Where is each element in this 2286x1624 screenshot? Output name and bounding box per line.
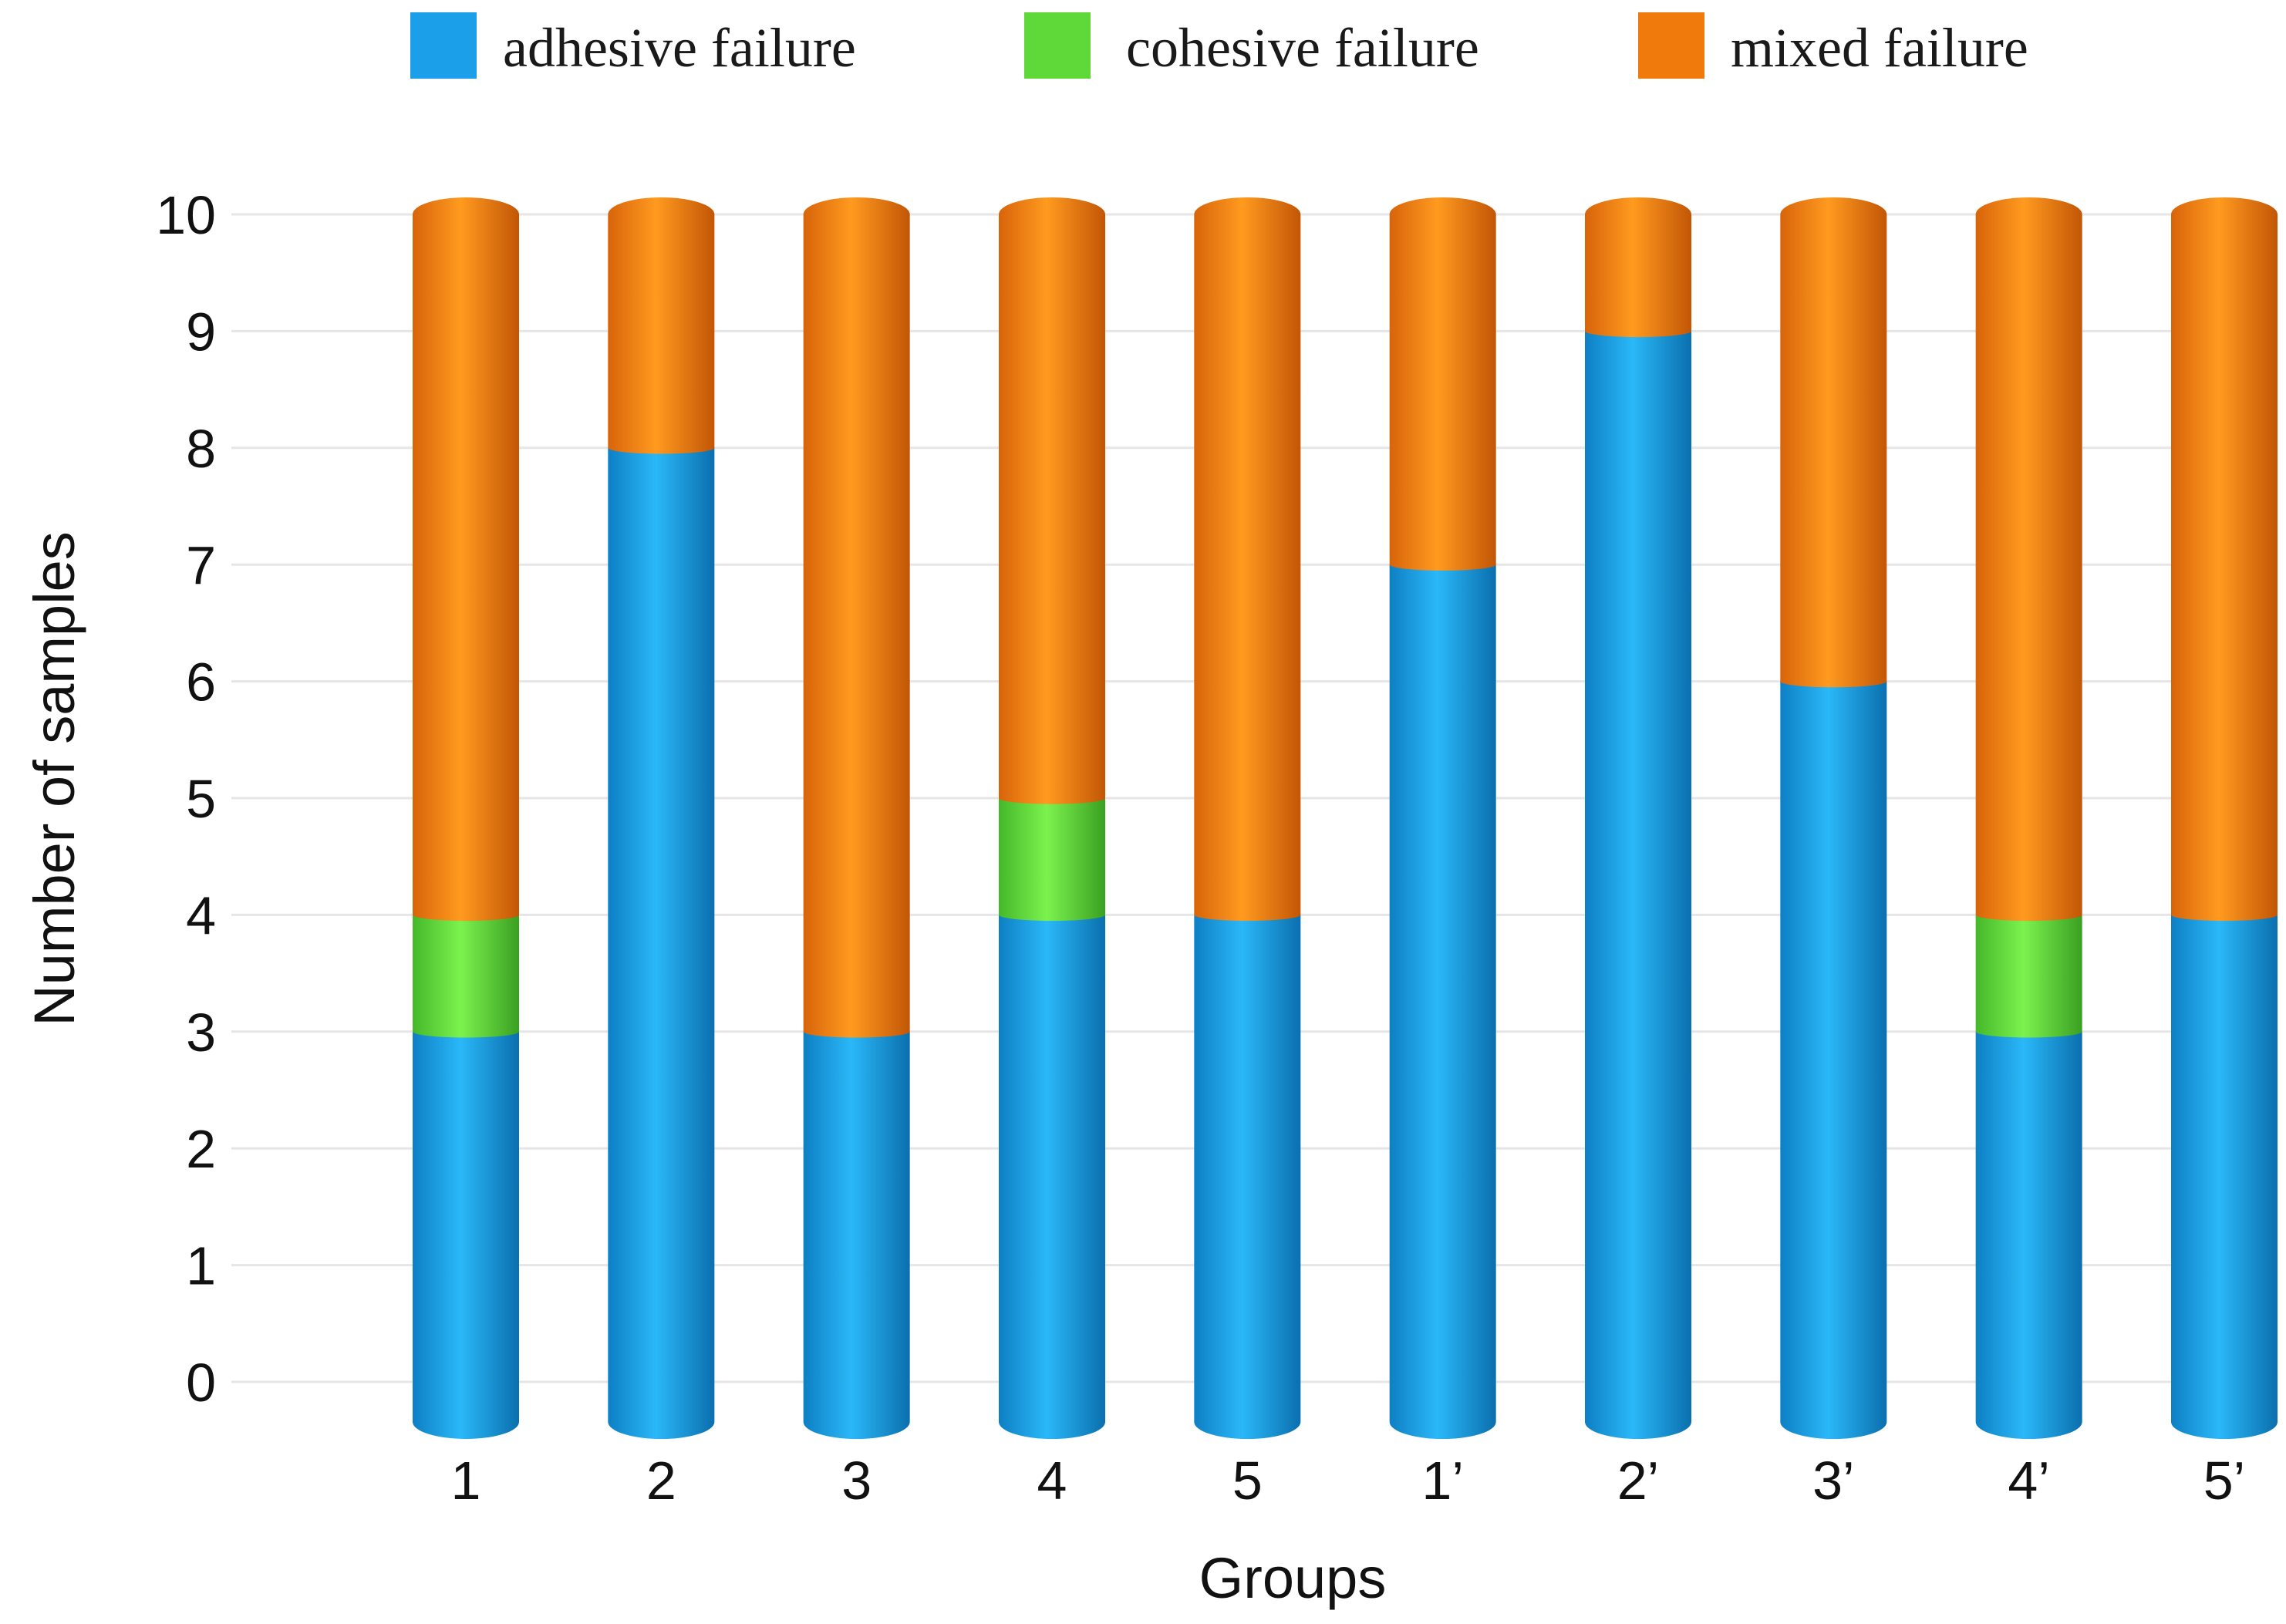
bar-group <box>1194 197 1301 1439</box>
y-tick-label: 4 <box>186 885 216 945</box>
bar-segment-cohesive-failure <box>999 792 1105 922</box>
y-tick-label: 8 <box>186 419 216 479</box>
legend-label-adhesive-failure: adhesive failure <box>503 17 856 79</box>
legend-label-mixed-failure: mixed failure <box>1731 17 2028 79</box>
y-tick-label: 1 <box>186 1236 216 1296</box>
bar-segment-mixed-failure <box>2171 197 2278 922</box>
bar-group <box>999 197 1105 1439</box>
legend-swatch-mixed-failure <box>1638 12 1704 79</box>
y-tick-label: 9 <box>186 302 216 362</box>
y-tick-label: 10 <box>156 185 216 245</box>
x-tick-label: 5 <box>1232 1450 1263 1511</box>
bar-segment-adhesive-failure <box>1975 1026 2082 1439</box>
legend-swatch-adhesive-failure <box>410 12 477 79</box>
bar-segment-mixed-failure <box>1389 197 1496 571</box>
bar-segment-mixed-failure <box>1585 197 1691 338</box>
bar-segment-mixed-failure <box>803 197 910 1038</box>
bar-group <box>1975 197 2082 1439</box>
bar-segment-mixed-failure <box>1780 197 1887 688</box>
bar-segment-adhesive-failure <box>999 908 1105 1439</box>
y-tick-label: 5 <box>186 769 216 829</box>
bar-segment-adhesive-failure <box>1585 325 1691 1440</box>
bar-segment-mixed-failure <box>413 197 519 922</box>
legend-swatch-cohesive-failure <box>1024 12 1091 79</box>
x-tick-label: 1’ <box>1421 1450 1463 1511</box>
x-tick-label: 5’ <box>2203 1450 2245 1511</box>
x-tick-label: 2 <box>646 1450 676 1511</box>
y-tick-label: 6 <box>186 652 216 713</box>
x-tick-label: 4 <box>1037 1450 1067 1511</box>
legend: adhesive failure cohesive failure mixed … <box>410 12 2028 79</box>
x-tick-label: 2’ <box>1617 1450 1659 1511</box>
bar-group <box>413 197 519 1439</box>
bar-group <box>2171 197 2278 1439</box>
x-tick-label: 3’ <box>1812 1450 1854 1511</box>
bar-segment-mixed-failure <box>999 197 1105 804</box>
y-tick-label: 7 <box>186 535 216 595</box>
bar-segment-adhesive-failure <box>803 1026 910 1439</box>
bar-group <box>608 197 715 1439</box>
y-tick-label: 0 <box>186 1353 216 1413</box>
bar-segment-cohesive-failure <box>1975 908 2082 1038</box>
bar-group <box>1389 197 1496 1439</box>
bar-segment-adhesive-failure <box>608 442 715 1439</box>
bars <box>413 197 2278 1440</box>
bar-segment-cohesive-failure <box>413 908 519 1038</box>
bar-segment-adhesive-failure <box>1780 675 1887 1439</box>
y-axis-label: Number of samples <box>22 531 86 1026</box>
bar-segment-adhesive-failure <box>2171 908 2278 1439</box>
y-tick-label: 3 <box>186 1002 216 1063</box>
x-tick-label: 1 <box>451 1450 481 1511</box>
bar-segment-adhesive-failure <box>1389 558 1496 1439</box>
bar-group <box>1780 197 1887 1439</box>
bar-segment-mixed-failure <box>1975 197 2082 922</box>
legend-label-cohesive-failure: cohesive failure <box>1126 17 1479 79</box>
y-tick-label: 2 <box>186 1119 216 1179</box>
bar-group <box>1585 197 1691 1440</box>
x-axis-label: Groups <box>1199 1546 1387 1610</box>
bar-segment-adhesive-failure <box>1194 908 1301 1439</box>
x-tick-label: 4’ <box>2008 1450 2049 1511</box>
x-axis-ticks: 1 2 3 4 5 1’ 2’ 3’ 4’ 5’ <box>451 1450 2246 1511</box>
bar-segment-mixed-failure <box>608 197 715 454</box>
x-tick-label: 3 <box>841 1450 872 1511</box>
bar-segment-adhesive-failure <box>413 1026 519 1439</box>
y-axis-ticks: 0 1 2 3 4 5 6 7 8 9 10 <box>156 185 216 1413</box>
bar-group <box>803 197 910 1439</box>
bar-segment-mixed-failure <box>1194 197 1301 922</box>
